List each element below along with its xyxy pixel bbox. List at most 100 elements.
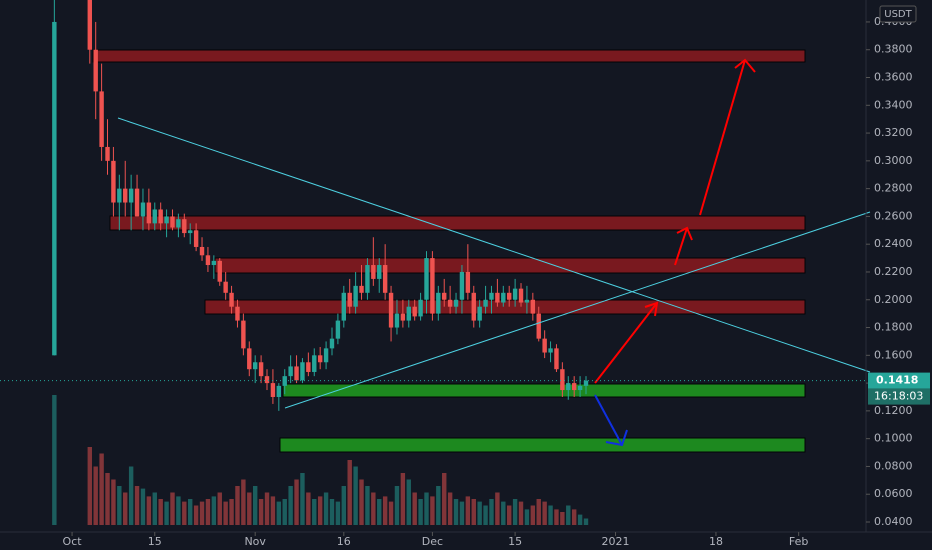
candle-body: [560, 369, 565, 391]
candle-body: [442, 292, 447, 300]
volume-bar: [294, 479, 299, 525]
candle-body: [495, 292, 500, 303]
volume-bar: [489, 499, 494, 525]
volume-bar: [140, 488, 146, 525]
volume-bar: [554, 509, 559, 525]
candle-body: [270, 383, 276, 397]
volume-bar: [347, 460, 352, 525]
x-tick-label: 2021: [602, 535, 630, 548]
candle-body: [152, 209, 157, 224]
y-tick-label: 0.3200: [874, 126, 913, 139]
candle-body: [489, 292, 494, 300]
candle-body: [205, 255, 211, 266]
volume-bar: [341, 486, 347, 525]
candle-body: [506, 292, 512, 300]
volume-bar: [182, 501, 187, 525]
candle-body: [140, 202, 146, 217]
volume-bar: [317, 496, 323, 525]
volume-bar: [566, 505, 571, 525]
candle-body: [347, 292, 352, 307]
x-tick-label: 16: [337, 535, 351, 548]
candle-body: [530, 299, 536, 314]
volume-bar: [205, 499, 211, 525]
candle-body: [371, 265, 376, 279]
volume-bar: [518, 501, 524, 525]
candle-body: [436, 292, 441, 314]
countdown-box: [868, 388, 930, 405]
volume-bar: [252, 486, 258, 525]
volume-bar: [146, 496, 152, 525]
candle-body: [164, 216, 169, 224]
candle-body: [418, 299, 423, 317]
candle-body: [359, 285, 364, 293]
y-tick-label: 0.3400: [874, 98, 913, 111]
candle-body: [111, 160, 116, 203]
candle-body: [424, 258, 429, 300]
volume-bar: [388, 501, 394, 525]
trend-line: [117, 117, 871, 373]
volume-bar: [188, 499, 193, 525]
candle-body: [400, 313, 406, 321]
candle-body: [134, 188, 140, 217]
x-tick-label: Nov: [244, 535, 266, 548]
candle-body: [518, 288, 524, 303]
volume-bar: [170, 492, 175, 525]
volume-bar: [577, 514, 583, 525]
candle-body: [430, 258, 435, 314]
volume-bar: [335, 501, 341, 525]
candle-layer: [52, 0, 589, 411]
volume-bar: [176, 496, 181, 525]
arrow: [699, 59, 746, 216]
volume-bar: [477, 501, 482, 525]
candle-body: [483, 299, 488, 307]
volume-bar: [442, 473, 447, 525]
volume-bar: [241, 479, 246, 525]
x-tick-label: Oct: [63, 535, 83, 548]
arrow-head: [734, 58, 756, 73]
candle-body: [52, 21, 57, 356]
candle-body: [105, 146, 110, 161]
y-tick-label: 0.1600: [874, 348, 913, 361]
volume-bar: [530, 505, 536, 525]
candle-body: [158, 209, 163, 224]
y-tick-label: 0.3800: [874, 43, 913, 56]
volume-bar: [571, 509, 577, 525]
resistance-zone: [214, 257, 806, 274]
volume-bar: [128, 466, 134, 525]
y-tick-label: 0.0400: [874, 515, 913, 528]
candle-body: [247, 348, 252, 370]
candle-body: [300, 362, 305, 381]
volume-bar: [418, 499, 423, 525]
resistance-zone: [109, 215, 806, 231]
candle-body: [188, 230, 193, 234]
arrow-head: [644, 301, 659, 317]
volume-bar: [353, 466, 358, 525]
zones: [92, 49, 806, 453]
candle-body: [329, 338, 335, 349]
arrow-head: [676, 226, 693, 241]
volume-bar: [217, 492, 222, 525]
candle-body: [501, 292, 506, 303]
candle-body: [312, 355, 317, 372]
candle-body: [317, 355, 323, 363]
volume-bar: [583, 518, 589, 525]
volume-bar: [93, 466, 98, 525]
volume-bar: [229, 499, 234, 525]
volume-bar: [117, 486, 122, 525]
volume-bar: [123, 492, 128, 525]
volume-bar: [542, 501, 547, 525]
volume-bar: [111, 479, 116, 525]
y-tick-label: 0.2800: [874, 182, 913, 195]
support-zone: [282, 383, 806, 398]
candle-body: [223, 281, 228, 293]
candle-body: [258, 362, 264, 377]
volume-bar: [105, 473, 110, 525]
y-tick-label: 0.0800: [874, 459, 913, 472]
candle-body: [93, 49, 98, 92]
candle-body: [365, 265, 370, 293]
volume-bar: [501, 501, 506, 525]
arrow: [674, 227, 688, 266]
candle-body: [512, 288, 518, 300]
y-tick-label: 0.1200: [874, 404, 913, 417]
